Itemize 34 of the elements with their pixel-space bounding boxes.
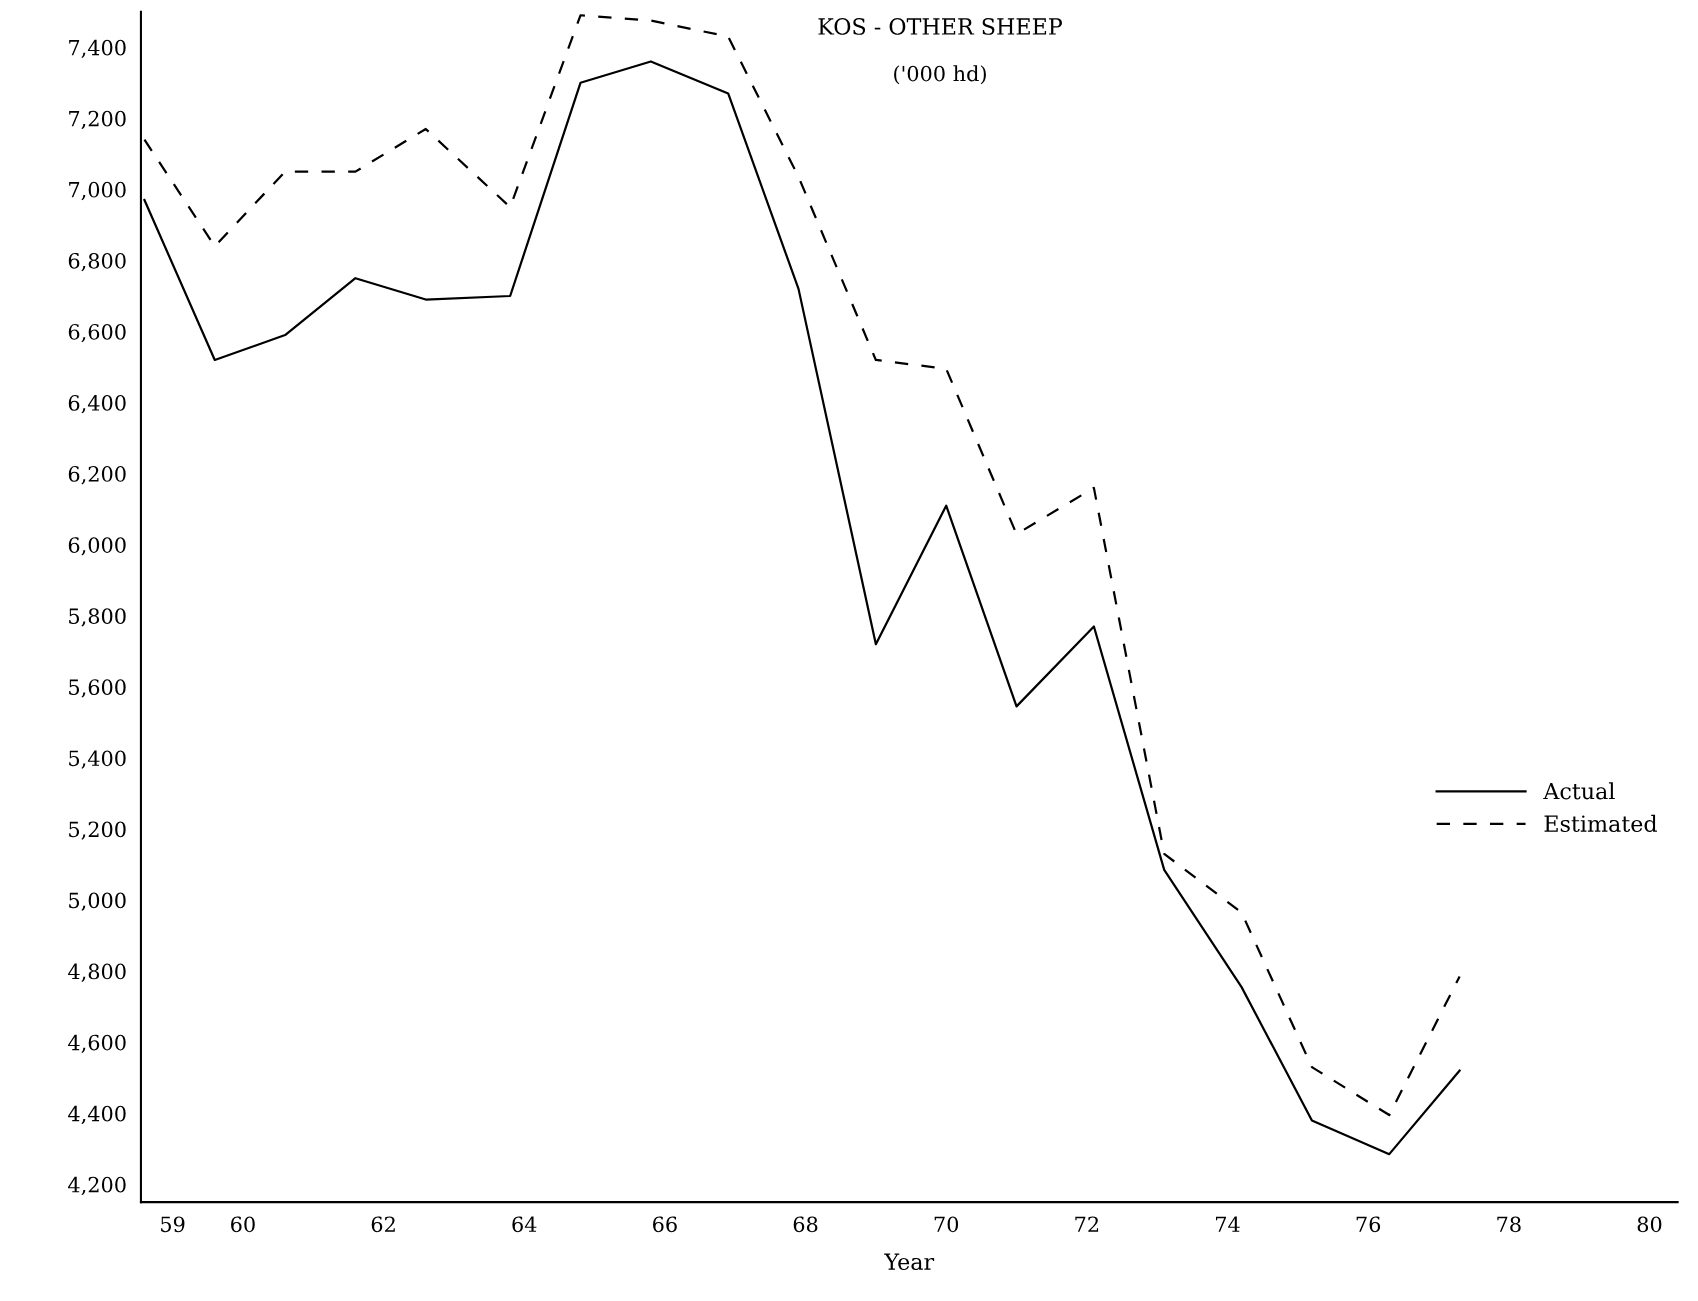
y-tick-label: 7,000	[69, 181, 126, 201]
x-tick-label: 72	[1075, 1216, 1099, 1232]
y-tick-label: 4,200	[68, 1176, 126, 1196]
x-tick-label: 64	[512, 1216, 537, 1233]
y-tick-label: 7,400	[69, 39, 126, 58]
chart-title: KOS - OTHER SHEEP	[818, 18, 1062, 35]
x-axis-title: Year	[884, 1253, 935, 1271]
x-tick-label: 68	[793, 1216, 818, 1233]
y-tick-label: 6,600	[68, 323, 126, 343]
x-tick-label: 78	[1497, 1216, 1521, 1233]
y-tick-label: 6,000	[68, 537, 126, 556]
y-tick-label: 5,600	[69, 679, 126, 698]
x-tick-label: 66	[653, 1216, 677, 1233]
x-tick-label: 70	[934, 1216, 959, 1233]
x-tick-label: 76	[1356, 1216, 1381, 1233]
y-tick-label: 5,800	[69, 608, 126, 627]
x-tick-label: 62	[371, 1216, 395, 1233]
y-tick-label: 6,200	[68, 466, 126, 485]
y-tick-label: 4,800	[68, 963, 126, 982]
x-tick-label: 74	[1216, 1216, 1240, 1232]
x-tick-label: 60	[231, 1216, 255, 1233]
y-tick-label: 4,600	[68, 1034, 126, 1053]
y-tick-label: 6,400	[68, 395, 126, 414]
y-tick-label: 4,400	[68, 1105, 126, 1125]
y-tick-label: 5,000	[69, 892, 126, 911]
y-tick-label: 5,200	[69, 821, 126, 840]
x-tick-label: 59	[161, 1216, 185, 1233]
y-tick-label: 5,400	[69, 750, 126, 769]
y-tick-label: 7,200	[69, 110, 126, 130]
legend-label: Estimated	[1544, 814, 1657, 833]
legend-label: Actual	[1543, 782, 1615, 800]
text: ('000 hd)	[894, 65, 986, 85]
x-tick-label: 80	[1637, 1216, 1662, 1233]
y-tick-label: 6,800	[68, 252, 126, 272]
